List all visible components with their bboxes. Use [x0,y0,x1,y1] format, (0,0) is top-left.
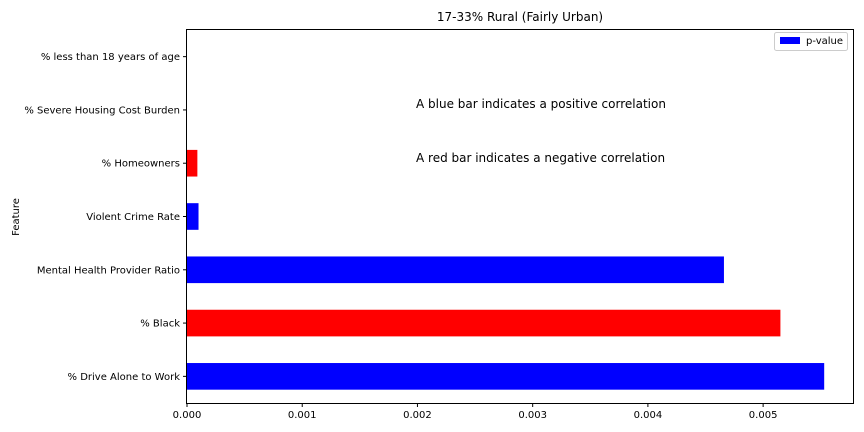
bar-4 [187,256,724,284]
chart-title: 17-33% Rural (Fairly Urban) [437,10,603,24]
x-tick-label-1: 0.001 [288,410,317,421]
y-tick-label-3: Violent Crime Rate [86,212,180,223]
y-ticks-group: % less than 18 years of age % Severe Hous… [24,52,187,383]
x-tick-label-2: 0.002 [403,410,432,421]
bars-group [187,149,825,390]
x-tick-label-5: 0.005 [749,410,778,421]
x-tick-label-0: 0.000 [173,410,202,421]
y-tick-label-2: % Homeowners [102,159,180,170]
y-tick-label-0: % less than 18 years of age [41,52,180,63]
annotation-negative: A red bar indicates a negative correlati… [416,151,665,165]
bar-6 [187,363,825,390]
legend: p-value [774,32,848,51]
y-axis-label: Feature [11,198,22,236]
legend-swatch [780,37,800,44]
y-tick-label-6: % Drive Alone to Work [68,372,181,383]
annotation-positive: A blue bar indicates a positive correlat… [416,97,666,111]
x-tick-label-4: 0.004 [634,410,663,421]
bar-5 [187,309,781,337]
y-tick-label-4: Mental Health Provider Ratio [37,265,180,276]
bar-2 [187,149,198,177]
bar-3 [187,203,199,230]
y-tick-label-1: % Severe Housing Cost Burden [24,105,180,116]
y-tick-label-5: % Black [140,319,180,330]
x-tick-label-3: 0.003 [518,410,547,421]
x-ticks-group: 0.000 0.001 0.002 0.003 0.004 0.005 [173,403,778,421]
legend-label: p-value [806,36,843,47]
